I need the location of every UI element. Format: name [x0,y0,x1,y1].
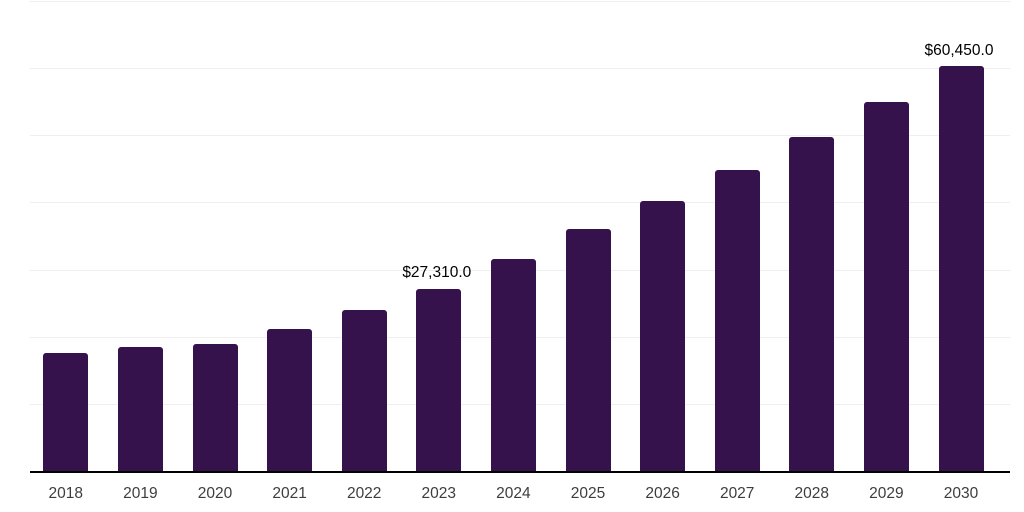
x-tick-2027: 2027 [719,485,755,502]
bar-2028[interactable] [789,136,835,472]
x-tick-2019: 2019 [123,485,158,502]
bar-2027[interactable] [714,170,760,472]
bar-2030[interactable] [938,66,984,472]
bar-2023[interactable] [416,288,462,472]
x-tick-2020: 2020 [197,485,233,502]
x-tick-2018: 2018 [48,485,84,502]
x-tick-2028: 2028 [794,485,830,502]
bar-2019[interactable] [117,347,163,472]
gridline [30,68,1010,70]
plot-area: 2018 2019 2020 2021 2022 2023 $27,310.0 2024 202… [30,0,1010,501]
x-tick-2025: 2025 [570,485,606,502]
bar-2022[interactable] [341,310,387,472]
data-label-2030: $60,450.0 [924,41,994,59]
bar-2024[interactable] [490,258,536,472]
gridline [30,135,1010,137]
bar-2021[interactable] [267,329,313,472]
bar-2026[interactable] [640,200,686,472]
x-tick-2021: 2021 [272,485,307,502]
x-tick-2022: 2022 [346,485,382,502]
x-tick-2024: 2024 [496,485,531,502]
x-tick-2023: 2023 [421,485,457,502]
bar-2018[interactable] [43,353,89,472]
x-tick-2029: 2029 [869,485,904,502]
x-tick-2026: 2026 [645,485,680,502]
x-tick-2030: 2030 [943,485,979,502]
gridline [30,202,1010,204]
gridline [30,1,1010,2]
data-label-2023: $27,310.0 [402,264,472,282]
x-axis-line [30,471,1010,473]
bar-2020[interactable] [192,344,238,472]
bar-2029[interactable] [863,102,909,472]
bar-2025[interactable] [565,229,611,472]
